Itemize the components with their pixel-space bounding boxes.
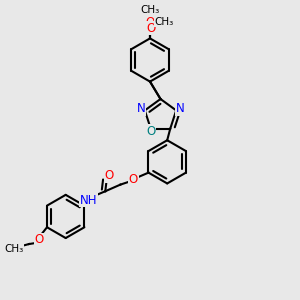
Text: CH₃: CH₃ [4, 244, 24, 254]
Text: O: O [129, 173, 138, 186]
Text: O: O [146, 125, 155, 138]
Text: O: O [105, 169, 114, 182]
Text: O: O [34, 233, 44, 246]
Text: O: O [145, 16, 154, 29]
Text: NH: NH [80, 194, 97, 207]
Text: N: N [137, 102, 146, 116]
Text: O: O [146, 22, 155, 35]
Text: N: N [176, 102, 184, 116]
Text: CH₃: CH₃ [155, 16, 174, 27]
Text: CH₃: CH₃ [140, 5, 159, 15]
